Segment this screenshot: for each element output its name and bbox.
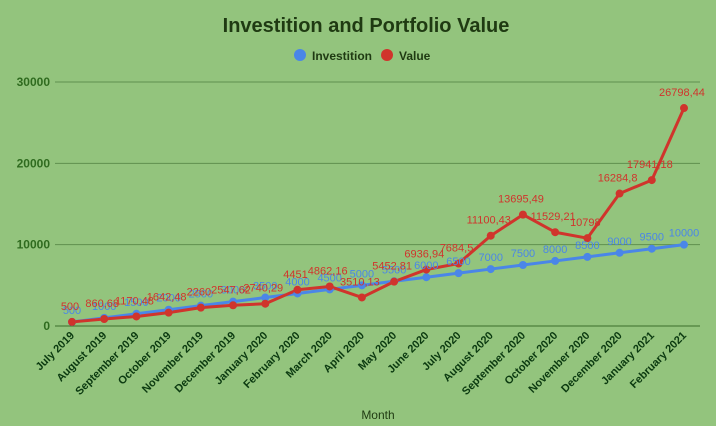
data-points	[68, 104, 688, 326]
series-line-value	[71, 107, 686, 324]
y-axis-ticks: 0 10000 20000 30000	[17, 75, 51, 333]
data-point-value	[486, 231, 495, 240]
data-label-value: 2740,29	[243, 283, 283, 295]
data-label-investition: 9000	[607, 236, 631, 248]
data-label-investition: 4500	[317, 272, 341, 284]
data-point-value	[583, 234, 592, 243]
data-point-value	[100, 314, 109, 323]
data-label-value: 4862,16	[308, 265, 348, 277]
data-label-value: 13695,49	[498, 194, 544, 206]
data-point-investition	[454, 269, 463, 278]
data-label-value: 10798	[570, 217, 601, 229]
data-label-value: 860,68	[85, 298, 119, 310]
data-point-value	[390, 277, 399, 286]
data-label-investition: 10000	[669, 228, 700, 240]
gridlines	[55, 81, 700, 327]
data-point-investition	[357, 281, 366, 290]
data-label-value: 500	[61, 301, 79, 313]
data-label-investition: 3000	[221, 285, 245, 297]
data-point-value	[551, 228, 560, 237]
data-label-value: 2260	[187, 287, 211, 299]
data-labels: 500 1000 1500 2000 2500 3000 3500 4000 4500 5000 5…	[61, 87, 705, 317]
data-label-investition: 5000	[350, 268, 374, 280]
data-label-investition: 2000	[156, 293, 180, 305]
data-label-investition: 9500	[640, 232, 664, 244]
data-label-value: 4451	[283, 269, 307, 281]
data-label-value: 3510,13	[340, 276, 380, 288]
y-tick-label: 10000	[17, 238, 51, 252]
data-point-value	[357, 293, 366, 302]
data-point-value	[680, 104, 688, 113]
data-label-investition: 7500	[511, 248, 535, 260]
legend-marker-investition	[294, 49, 306, 61]
y-tick-label: 30000	[17, 75, 51, 89]
data-point-value	[615, 189, 624, 198]
data-point-value	[293, 285, 302, 294]
data-label-value: 26798,44	[659, 87, 705, 99]
data-label-investition: 3500	[253, 281, 277, 293]
data-label-investition: 2500	[189, 289, 213, 301]
series-lines	[71, 107, 686, 324]
data-point-investition	[422, 273, 431, 282]
x-tick-label: February 2020	[241, 330, 302, 391]
data-label-investition: 8000	[543, 244, 567, 256]
legend-label-investition: Investition	[312, 49, 372, 63]
data-label-value: 17941,18	[627, 159, 673, 171]
data-point-value	[454, 259, 463, 268]
data-point-value	[164, 308, 173, 317]
data-point-value	[261, 299, 270, 308]
data-label-investition: 4000	[285, 276, 309, 288]
data-label-value: 6936,94	[404, 249, 444, 261]
data-label-value: 11100,43	[467, 215, 511, 227]
chart-title: Investition and Portfolio Value	[223, 15, 510, 37]
data-label-value: 11529,21	[531, 211, 576, 223]
data-point-investition	[615, 248, 624, 257]
data-point-investition	[583, 252, 592, 261]
legend-label-value: Value	[399, 49, 431, 63]
data-point-investition	[486, 265, 495, 274]
data-label-value: 1170,48	[115, 295, 154, 307]
data-label-investition: 8500	[575, 240, 599, 252]
data-label-value: 2547,62	[211, 284, 251, 296]
data-label-value: 1642,48	[147, 292, 187, 304]
data-label-value: 5452,81	[372, 261, 412, 273]
legend-marker-value	[381, 49, 393, 61]
data-label-value: 16284,8	[598, 173, 638, 185]
data-point-investition	[551, 256, 560, 265]
data-label-investition: 6500	[446, 256, 470, 268]
data-point-value	[325, 282, 334, 291]
data-label-investition: 7000	[478, 252, 502, 264]
data-label-investition: 1000	[92, 301, 116, 313]
data-label-investition: 500	[63, 305, 81, 317]
data-label-investition: 1500	[124, 297, 148, 309]
data-point-value	[518, 210, 527, 219]
data-point-value	[132, 312, 141, 321]
data-point-investition	[518, 261, 527, 269]
legend: Investition Value	[294, 49, 431, 63]
y-tick-label: 20000	[17, 156, 51, 170]
data-point-value	[68, 317, 76, 326]
x-axis-title: Month	[361, 408, 394, 422]
data-point-investition	[261, 293, 270, 302]
data-point-value	[229, 301, 238, 310]
y-tick-label: 0	[43, 319, 50, 333]
data-label-investition: 6000	[414, 260, 438, 272]
data-point-value	[196, 303, 205, 312]
data-point-investition	[647, 244, 656, 253]
data-point-value	[422, 265, 431, 274]
data-point-investition	[680, 240, 688, 249]
x-tick-label: February 2021	[628, 330, 689, 391]
series-line-investition	[71, 243, 685, 324]
data-label-investition: 5500	[382, 264, 406, 276]
data-label-value: 7684,5	[440, 242, 474, 254]
data-point-value	[647, 176, 656, 185]
